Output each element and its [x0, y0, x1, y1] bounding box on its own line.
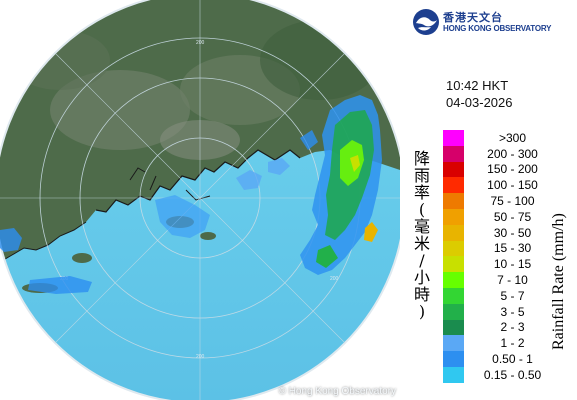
legend-panel: 香港天文台 HONG KONG OBSERVATORY 10:42 HKT 04… [400, 0, 577, 400]
legend-swatch [443, 177, 464, 194]
legend-label: 15 - 30 [493, 241, 532, 256]
legend-swatch [443, 208, 464, 225]
legend-label: 100 - 150 [487, 178, 538, 193]
legend-swatch [443, 351, 464, 367]
legend-row: 5 - 7 [443, 287, 563, 304]
legend-swatch [443, 193, 464, 209]
legend-label: 3 - 5 [500, 304, 525, 319]
legend-row: 200 - 300 [443, 145, 563, 162]
legend-swatch [443, 272, 464, 288]
legend-row: 7 - 10 [443, 272, 563, 288]
observation-date: 04-03-2026 [446, 95, 513, 110]
legend-label: 5 - 7 [500, 288, 525, 303]
legend-row: 1 - 2 [443, 335, 563, 352]
legend-swatch [443, 130, 464, 146]
legend-label: 7 - 10 [497, 273, 528, 288]
hko-logo: 香港天文台 HONG KONG OBSERVATORY [412, 8, 551, 36]
legend-label: 75 - 100 [490, 194, 535, 209]
legend-label: 10 - 15 [493, 257, 532, 272]
legend-swatch [443, 240, 464, 257]
legend-row: 2 - 3 [443, 319, 563, 336]
legend-row: 15 - 30 [443, 240, 563, 257]
legend-title-chinese: 降雨率(毫米 / 小時) [413, 149, 430, 321]
legend-row: 30 - 50 [443, 224, 563, 241]
legend-swatch [443, 256, 464, 273]
radar-image: 200 200 200 200 [0, 0, 400, 400]
legend-swatch [443, 319, 464, 336]
hko-logo-icon [413, 9, 439, 35]
legend-row: 100 - 150 [443, 177, 563, 194]
observation-time: 10:42 HKT [446, 78, 509, 93]
legend-swatch [443, 366, 464, 383]
legend-row: 50 - 75 [443, 208, 563, 225]
copyright-notice: © Hong Kong Observatory [278, 386, 396, 397]
legend-label: 30 - 50 [493, 225, 532, 240]
legend-row: 0.15 - 0.50 [443, 366, 563, 383]
legend-label: 0.50 - 1 [492, 352, 533, 367]
rainfall-rate-scale: >300 200 - 300 150 - 200 100 - 150 75 - 100 5… [443, 130, 563, 383]
legend-label: 200 - 300 [487, 146, 538, 161]
legend-row: 3 - 5 [443, 303, 563, 320]
legend-label: 150 - 200 [487, 162, 538, 177]
org-name-chinese: 香港天文台 [443, 10, 503, 24]
legend-row: 0.50 - 1 [443, 351, 563, 367]
legend-swatch [443, 145, 464, 162]
legend-swatch [443, 287, 464, 304]
org-name-english: HONG KONG OBSERVATORY [443, 23, 552, 33]
legend-label: >300 [498, 130, 527, 145]
legend-row: >300 [443, 130, 563, 146]
legend-label: 2 - 3 [500, 320, 525, 335]
legend-swatch [443, 224, 464, 241]
radar-echoes [0, 95, 382, 294]
legend-row: 10 - 15 [443, 256, 563, 273]
legend-row: 150 - 200 [443, 161, 563, 178]
legend-label: 1 - 2 [500, 336, 525, 351]
legend-title-english: Rainfall Rate (mm/h) [550, 213, 567, 350]
legend-swatch [443, 303, 464, 320]
ring-label-south: 200 [196, 354, 205, 360]
legend-swatch [443, 161, 464, 178]
legend-swatch [443, 335, 464, 352]
legend-row: 75 - 100 [443, 193, 563, 209]
ring-label-east: 200 [330, 276, 339, 282]
ring-label-north: 200 [196, 40, 205, 46]
radar-map: 200 200 200 200 © Hong Kong Observatory [0, 0, 400, 400]
legend-label: 0.15 - 0.50 [483, 367, 542, 382]
legend-label: 50 - 75 [493, 209, 532, 224]
